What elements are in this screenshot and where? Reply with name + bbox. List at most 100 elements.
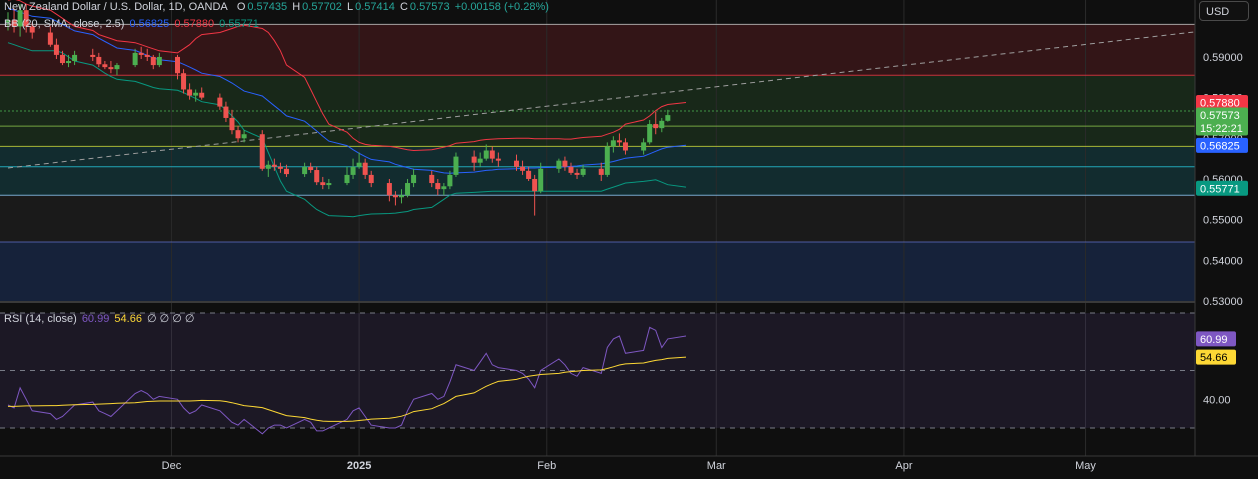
candle[interactable] <box>53 38 59 59</box>
candle[interactable] <box>489 146 495 163</box>
price-tick-label: 0.59000 <box>1203 52 1243 64</box>
candle[interactable] <box>398 189 404 204</box>
candle-body <box>441 186 447 190</box>
candle[interactable] <box>647 119 653 145</box>
candle[interactable] <box>471 150 477 171</box>
candle[interactable] <box>441 183 447 196</box>
candle[interactable] <box>556 158 562 173</box>
candle[interactable] <box>532 174 538 216</box>
candle[interactable] <box>562 156 568 171</box>
price-pane[interactable] <box>0 0 1258 456</box>
candle[interactable] <box>514 154 519 171</box>
candle[interactable] <box>223 101 229 123</box>
candle[interactable] <box>429 170 435 188</box>
candle[interactable] <box>326 178 332 190</box>
rsi-legend[interactable]: RSI (14, close) 60.99 54.66 ∅ ∅ ∅ ∅ <box>4 312 197 325</box>
candle[interactable] <box>265 160 271 177</box>
trendline[interactable] <box>7 24 1258 169</box>
candle[interactable] <box>495 152 501 167</box>
candle[interactable] <box>271 158 277 171</box>
candle[interactable] <box>17 4 23 37</box>
candle[interactable] <box>193 89 199 102</box>
candle-body <box>102 64 108 68</box>
candle[interactable] <box>526 166 532 182</box>
candle[interactable] <box>568 162 574 175</box>
candle[interactable] <box>96 52 102 68</box>
time-tick-label: 2025 <box>347 460 371 472</box>
candle[interactable] <box>580 164 586 177</box>
candle[interactable] <box>229 109 235 135</box>
candle[interactable] <box>47 26 53 47</box>
candle[interactable] <box>598 162 604 182</box>
candle-body <box>283 168 289 175</box>
price-axis[interactable] <box>1195 0 1258 474</box>
candle[interactable] <box>411 168 417 188</box>
candle[interactable] <box>538 162 544 194</box>
candle[interactable] <box>144 48 150 62</box>
candle[interactable] <box>217 93 223 110</box>
candle[interactable] <box>344 166 350 186</box>
candle[interactable] <box>72 50 78 66</box>
bb-legend[interactable]: BB (20, SMA, close, 2.5) 0.56825 0.57880… <box>4 18 261 30</box>
candle[interactable] <box>392 191 398 206</box>
candle[interactable] <box>132 48 138 68</box>
candle[interactable] <box>102 61 108 70</box>
candle[interactable] <box>241 130 247 143</box>
candle[interactable] <box>277 162 283 173</box>
candle[interactable] <box>368 170 374 188</box>
candle[interactable] <box>610 136 616 153</box>
candle[interactable] <box>302 162 308 177</box>
candle[interactable] <box>90 48 96 62</box>
candle[interactable] <box>150 54 156 70</box>
candle[interactable] <box>477 152 483 167</box>
candle[interactable] <box>308 162 314 173</box>
candle[interactable] <box>665 109 671 122</box>
time-tick-label: Mar <box>707 460 726 472</box>
candle[interactable] <box>283 164 289 177</box>
rsi-pane[interactable] <box>0 312 1195 435</box>
symbol-legend[interactable]: New Zealand Dollar / U.S. Dollar, 1D, OA… <box>4 1 551 13</box>
candle-body <box>277 166 283 169</box>
candle[interactable] <box>453 152 459 177</box>
candle[interactable] <box>435 178 441 196</box>
candle[interactable] <box>622 138 628 155</box>
candle[interactable] <box>181 69 187 94</box>
candle[interactable] <box>604 142 610 177</box>
candle[interactable] <box>520 160 526 175</box>
currency-button[interactable]: USD <box>1199 1 1249 21</box>
candle[interactable] <box>235 126 241 143</box>
candle[interactable] <box>108 61 114 74</box>
candle[interactable] <box>314 166 320 186</box>
candle[interactable] <box>386 178 392 202</box>
candle[interactable] <box>259 130 265 171</box>
candle[interactable] <box>59 50 65 66</box>
candle[interactable] <box>356 152 362 169</box>
candle[interactable] <box>320 176 326 190</box>
candle-body <box>217 97 223 107</box>
rsi-value: 60.99 <box>81 313 110 325</box>
candle[interactable] <box>5 12 11 31</box>
candle[interactable] <box>659 117 665 133</box>
candle[interactable] <box>641 138 647 155</box>
candle[interactable] <box>447 170 453 190</box>
candle[interactable] <box>483 144 489 161</box>
candle[interactable] <box>23 4 29 33</box>
candle[interactable] <box>175 54 180 80</box>
candle[interactable] <box>350 158 356 179</box>
candle[interactable] <box>616 133 622 147</box>
candle[interactable] <box>11 8 17 33</box>
candle[interactable] <box>199 87 205 100</box>
candle[interactable] <box>362 158 368 179</box>
candle[interactable] <box>66 54 72 68</box>
candle[interactable] <box>114 63 120 76</box>
candle[interactable] <box>138 46 144 59</box>
candle[interactable] <box>405 178 411 198</box>
candle[interactable] <box>156 52 162 68</box>
candle[interactable] <box>29 22 35 39</box>
candle[interactable] <box>653 111 659 135</box>
candle[interactable] <box>574 168 580 179</box>
candle[interactable] <box>187 83 193 100</box>
